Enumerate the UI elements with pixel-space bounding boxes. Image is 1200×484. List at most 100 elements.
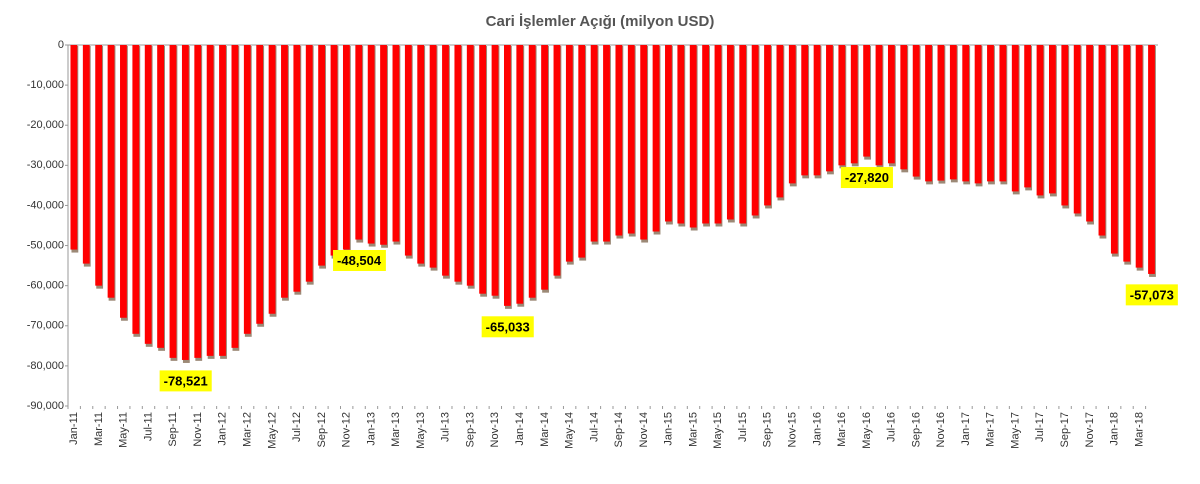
bar — [714, 45, 722, 224]
bar — [516, 45, 524, 304]
value-label-box — [481, 316, 534, 338]
x-tick-label: Jul-14 — [588, 412, 600, 442]
bar — [875, 45, 883, 166]
bar — [256, 45, 264, 324]
value-label-box — [333, 249, 386, 271]
bar — [243, 45, 251, 334]
x-tick-label: Sep-17 — [1059, 412, 1071, 447]
bar — [665, 45, 672, 222]
x-tick-label: Nov-17 — [1084, 412, 1096, 447]
bar — [590, 45, 598, 242]
bar — [962, 45, 970, 182]
value-label: -78,521 — [159, 370, 212, 392]
value-label-text: -65,033 — [486, 319, 530, 334]
x-tick-label: Mar-14 — [539, 412, 551, 447]
bar — [355, 45, 363, 240]
bar — [677, 45, 685, 224]
bar — [206, 45, 214, 356]
value-label-box — [840, 167, 893, 189]
x-tick-label: Nov-15 — [787, 412, 799, 447]
bar — [342, 45, 350, 250]
bar — [1061, 45, 1069, 206]
y-tick-label: 0 — [58, 39, 64, 51]
bar — [1135, 45, 1143, 268]
x-tick-label: Jul-13 — [440, 412, 452, 442]
x-tick-label: Jan-13 — [365, 412, 377, 446]
value-label: -27,820 — [840, 167, 893, 189]
x-tick-label: Nov-12 — [341, 412, 353, 447]
bar — [82, 45, 90, 264]
bar — [702, 45, 709, 224]
bar — [1123, 45, 1131, 262]
x-tick-label: Mar-15 — [687, 412, 699, 447]
x-tick-label: Nov-14 — [638, 412, 650, 447]
bar — [404, 45, 412, 256]
bar — [1148, 45, 1155, 274]
x-tick-label: Jul-17 — [1034, 412, 1046, 442]
bar — [1086, 45, 1093, 222]
y-tick-label: -80,000 — [27, 360, 64, 372]
bar — [504, 45, 511, 306]
bar — [157, 45, 164, 348]
x-tick-label: Sep-16 — [910, 412, 922, 447]
value-label-box — [159, 370, 212, 392]
bar — [95, 45, 103, 286]
bar — [627, 45, 635, 234]
bar — [330, 45, 338, 256]
bar — [231, 45, 239, 348]
x-tick-label: Sep-14 — [613, 412, 625, 447]
x-tick-label: Nov-13 — [489, 412, 501, 447]
bar — [1110, 45, 1118, 254]
bar — [144, 45, 152, 344]
x-tick-label: Jul-12 — [291, 412, 303, 442]
x-tick-label: May-12 — [266, 412, 278, 449]
bar — [863, 45, 871, 157]
x-tick-label: Jul-16 — [886, 412, 898, 442]
bar — [652, 45, 660, 232]
bar — [442, 45, 449, 276]
x-tick-label: Sep-15 — [762, 412, 774, 447]
bar — [640, 45, 648, 240]
bar — [454, 45, 462, 282]
bar — [318, 45, 326, 266]
x-tick-label: May-14 — [564, 412, 576, 449]
bar — [281, 45, 288, 298]
value-label: -48,504 — [333, 249, 386, 271]
x-tick-label: Mar-11 — [93, 412, 105, 446]
bar — [826, 45, 833, 172]
bar — [491, 45, 499, 296]
x-tick-label: Jan-18 — [1109, 412, 1121, 446]
x-tick-label: Jan-15 — [663, 412, 675, 446]
bar — [132, 45, 140, 334]
bar — [603, 45, 610, 242]
y-tick-label: -60,000 — [27, 280, 64, 292]
value-label-box — [1125, 284, 1178, 306]
x-tick-label: Jan-17 — [960, 412, 972, 446]
y-tick-label: -50,000 — [27, 239, 64, 251]
y-tick-label: -10,000 — [27, 79, 64, 91]
bar — [479, 45, 487, 294]
bar — [788, 45, 796, 184]
bar — [925, 45, 932, 182]
x-tick-label: Jan-14 — [514, 412, 526, 446]
x-tick-label: Sep-12 — [316, 412, 328, 447]
bar — [219, 45, 226, 356]
value-label: -65,033 — [481, 316, 534, 338]
bar — [541, 45, 548, 290]
bar — [974, 45, 982, 184]
bar — [739, 45, 747, 224]
bar — [726, 45, 734, 220]
bar — [466, 45, 474, 286]
value-label-text: -78,521 — [164, 373, 208, 388]
bar — [1011, 45, 1019, 192]
x-tick-label: Jul-15 — [737, 412, 749, 442]
x-tick-label: Jan-16 — [811, 412, 823, 446]
bar — [268, 45, 276, 314]
bar — [429, 45, 437, 268]
bar — [392, 45, 400, 242]
bar — [615, 45, 623, 236]
bar — [813, 45, 821, 176]
bar — [194, 45, 202, 358]
x-tick-label: Jan-12 — [217, 412, 229, 446]
